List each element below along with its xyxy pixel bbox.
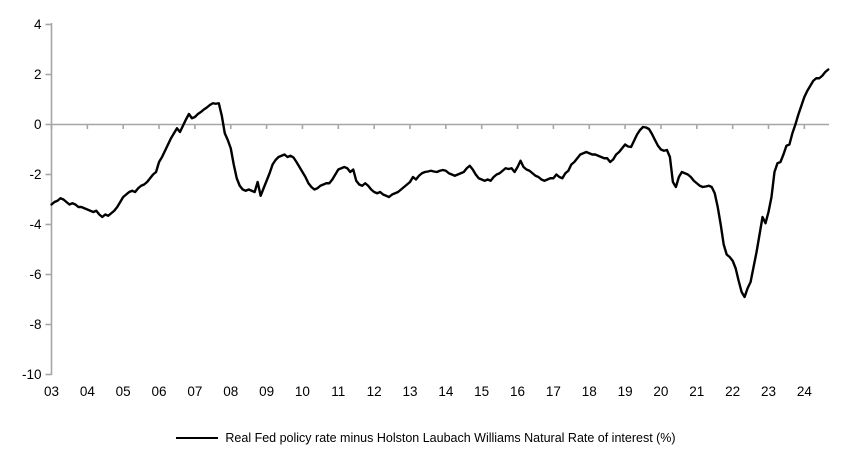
x-tick-label: 13 [402, 384, 417, 399]
y-tick-label: -2 [29, 167, 41, 182]
y-tick-label: 2 [34, 67, 42, 82]
data-line [50, 68, 830, 299]
x-tick-label: 17 [546, 384, 561, 399]
x-tick-label: 18 [582, 384, 597, 399]
x-tick-label: 14 [438, 384, 454, 399]
series-layer [50, 68, 830, 299]
x-tick-label: 21 [689, 384, 704, 399]
y-tick-label: 4 [34, 17, 42, 32]
x-tick-label: 11 [331, 384, 345, 399]
axes-layer [45, 23, 829, 376]
y-tick-label: -8 [29, 317, 41, 332]
x-tick-label: 23 [761, 384, 776, 399]
x-tick-label: 09 [259, 384, 274, 399]
x-tick-label: 19 [618, 384, 633, 399]
x-tick-label: 08 [223, 384, 238, 399]
y-tick-label: 0 [34, 117, 42, 132]
x-tick-label: 24 [797, 384, 813, 399]
x-tick-label: 15 [474, 384, 489, 399]
x-tick-label: 03 [44, 384, 59, 399]
y-tick-label: -4 [29, 217, 41, 232]
x-tick-label: 16 [510, 384, 525, 399]
y-tick-label: -6 [29, 267, 41, 282]
x-tick-label: 22 [725, 384, 740, 399]
y-tick-label: -10 [22, 367, 42, 382]
x-tick-label: 10 [295, 384, 310, 399]
legend-line-sample-icon [176, 437, 219, 439]
legend: Real Fed policy rate minus Holston Lauba… [0, 431, 852, 445]
x-tick-label: 07 [187, 384, 202, 399]
x-tick-label: 05 [116, 384, 131, 399]
x-tick-label: 04 [80, 384, 96, 399]
legend-label: Real Fed policy rate minus Holston Lauba… [225, 431, 676, 445]
x-tick-label: 20 [653, 384, 668, 399]
x-tick-label: 12 [367, 384, 382, 399]
x-tick-label: 06 [152, 384, 167, 399]
